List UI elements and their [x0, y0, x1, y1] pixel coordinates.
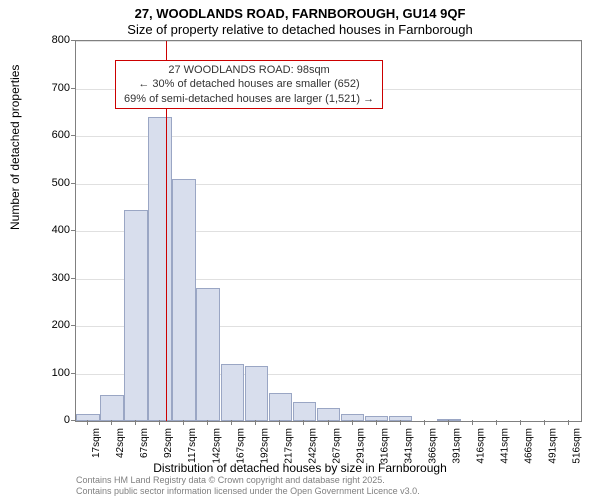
y-tick-label: 800: [52, 34, 70, 46]
annotation-line3: 69% of semi-detached houses are larger (…: [124, 92, 374, 106]
chart-title-line2: Size of property relative to detached ho…: [0, 22, 600, 37]
x-tick-label: 416sqm: [476, 428, 487, 464]
x-tick: [183, 420, 184, 425]
y-tick: [71, 420, 76, 421]
x-tick-label: 516sqm: [572, 428, 583, 464]
y-tick: [71, 183, 76, 184]
x-tick-label: 117sqm: [187, 428, 198, 463]
y-tick: [71, 278, 76, 279]
y-tick: [71, 325, 76, 326]
x-tick: [400, 420, 401, 425]
y-tick-label: 500: [52, 177, 70, 189]
histogram-bar: [221, 364, 245, 421]
y-tick-label: 400: [52, 224, 70, 236]
x-tick: [231, 420, 232, 425]
x-tick-label: 491sqm: [548, 428, 559, 464]
x-tick-label: 441sqm: [500, 428, 511, 464]
histogram-bar: [269, 393, 293, 422]
x-tick: [279, 420, 280, 425]
x-tick: [207, 420, 208, 425]
histogram-bar: [293, 402, 317, 421]
annotation-line1: 27 WOODLANDS ROAD: 98sqm: [124, 63, 374, 77]
y-tick-label: 300: [52, 272, 70, 284]
gridline: [76, 41, 581, 42]
x-tick-label: 192sqm: [259, 428, 270, 464]
histogram-bar: [100, 395, 124, 421]
x-tick: [520, 420, 521, 425]
chart-title-line1: 27, WOODLANDS ROAD, FARNBOROUGH, GU14 9Q…: [0, 6, 600, 21]
x-tick-label: 17sqm: [91, 428, 102, 458]
x-tick: [424, 420, 425, 425]
x-tick: [568, 420, 569, 425]
y-tick: [71, 373, 76, 374]
x-tick-label: 42sqm: [115, 428, 126, 458]
x-tick: [87, 420, 88, 425]
y-axis-label: Number of detached properties: [8, 65, 22, 230]
y-tick-label: 0: [64, 414, 70, 426]
histogram-bar: [437, 419, 461, 421]
x-tick-label: 67sqm: [139, 428, 150, 458]
x-tick-label: 242sqm: [307, 428, 318, 464]
histogram-bar: [148, 117, 172, 421]
footer-line1: Contains HM Land Registry data © Crown c…: [76, 475, 420, 486]
histogram-bar: [172, 179, 196, 421]
x-tick-label: 341sqm: [404, 428, 415, 464]
y-tick-label: 100: [52, 367, 70, 379]
x-tick-label: 267sqm: [332, 428, 343, 464]
x-tick: [472, 420, 473, 425]
histogram-bar: [124, 210, 148, 421]
x-tick: [111, 420, 112, 425]
histogram-bar: [245, 366, 269, 421]
footer-text: Contains HM Land Registry data © Crown c…: [76, 475, 420, 497]
x-tick: [255, 420, 256, 425]
y-tick: [71, 40, 76, 41]
x-tick-label: 366sqm: [428, 428, 439, 464]
x-tick-label: 92sqm: [163, 428, 174, 458]
x-tick-label: 291sqm: [356, 428, 367, 464]
histogram-bar: [317, 408, 341, 421]
x-tick: [544, 420, 545, 425]
y-tick: [71, 230, 76, 231]
histogram-bar: [389, 416, 413, 421]
x-tick-label: 316sqm: [380, 428, 391, 464]
y-tick-label: 600: [52, 129, 70, 141]
x-tick: [448, 420, 449, 425]
y-tick-label: 700: [52, 82, 70, 94]
histogram-bar: [196, 288, 220, 421]
x-tick: [303, 420, 304, 425]
x-tick: [159, 420, 160, 425]
x-tick: [496, 420, 497, 425]
x-tick-label: 167sqm: [235, 428, 246, 464]
x-tick: [135, 420, 136, 425]
x-tick: [352, 420, 353, 425]
x-tick-label: 391sqm: [452, 428, 463, 464]
chart-container: 27, WOODLANDS ROAD, FARNBOROUGH, GU14 9Q…: [0, 0, 600, 500]
y-tick: [71, 135, 76, 136]
annotation-box: 27 WOODLANDS ROAD: 98sqm ← 30% of detach…: [115, 60, 383, 109]
annotation-line2: ← 30% of detached houses are smaller (65…: [124, 77, 374, 91]
y-tick: [71, 88, 76, 89]
y-tick-label: 200: [52, 319, 70, 331]
x-tick-label: 466sqm: [524, 428, 535, 464]
x-tick: [328, 420, 329, 425]
x-tick-label: 217sqm: [283, 428, 294, 464]
x-tick-label: 142sqm: [211, 428, 222, 464]
footer-line2: Contains public sector information licen…: [76, 486, 420, 497]
x-tick: [376, 420, 377, 425]
histogram-bar: [76, 414, 100, 421]
